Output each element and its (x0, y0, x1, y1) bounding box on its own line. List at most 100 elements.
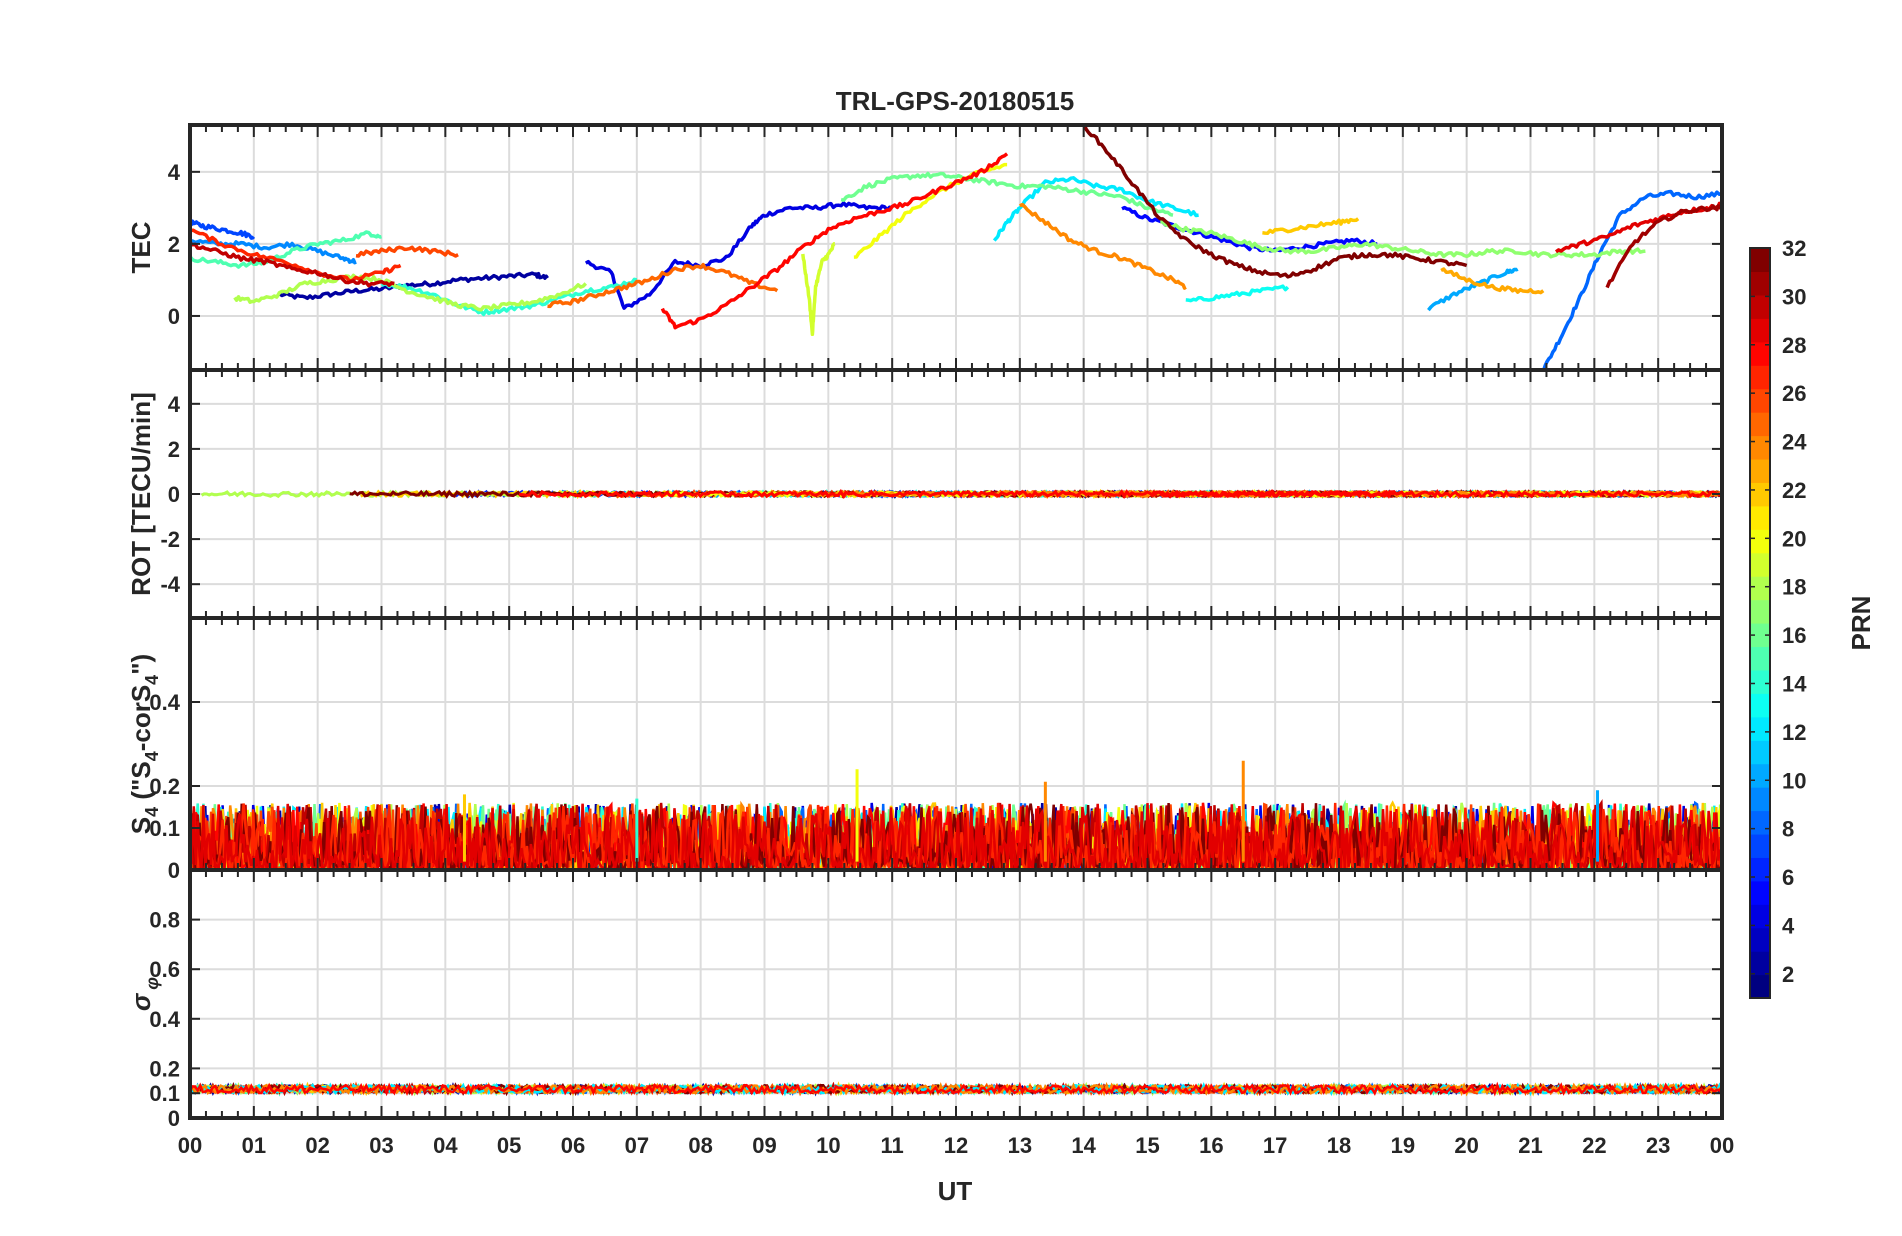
x-tick-label: 00 (178, 1133, 202, 1158)
colorbar-tick-label: 16 (1782, 623, 1806, 648)
colorbar-tick-label: 10 (1782, 768, 1806, 793)
colorbar-title: PRN (1846, 596, 1876, 651)
y-tick-label: 0.1 (149, 816, 180, 841)
sigma-series-prn-28 (190, 1081, 1722, 1097)
colorbar-bin (1750, 529, 1770, 554)
x-tick-label: 01 (242, 1133, 266, 1158)
x-tick-label: 08 (688, 1133, 712, 1158)
colorbar-tick-label: 26 (1782, 381, 1806, 406)
x-tick-label: 20 (1454, 1133, 1478, 1158)
tec-series-prn-22 (1262, 217, 1360, 236)
colorbar-bin (1750, 763, 1770, 788)
panel-s4: 0 0.1 0.2 0.4S4 ("S4-corS4") (126, 616, 1724, 883)
tec-series-prn-15 (190, 230, 382, 269)
tec-series-prn-2 (278, 271, 549, 301)
x-tick-label: 22 (1582, 1133, 1606, 1158)
x-tick-label: 05 (497, 1133, 521, 1158)
y-tick-label: 0.8 (149, 908, 180, 933)
tec-series-prn-31 (1605, 204, 1722, 289)
colorbar-tick-label: 14 (1782, 671, 1807, 696)
panel-sigma-data (190, 1081, 1722, 1097)
x-tick-label: 17 (1263, 1133, 1287, 1158)
x-tick-label: 18 (1327, 1133, 1351, 1158)
colorbar-bin (1750, 951, 1770, 976)
x-axis-title: UT (938, 1176, 973, 1206)
colorbar-bin (1750, 857, 1770, 882)
y-axis-title-sigma: σφ (126, 977, 162, 1011)
colorbar-bin (1750, 412, 1770, 437)
colorbar-bin (1750, 904, 1770, 929)
tec-series-prn-27 (190, 228, 402, 283)
tec-series-prn-10 (1427, 267, 1519, 312)
colorbar-bin (1750, 505, 1770, 530)
colorbar-tick-label: 32 (1782, 236, 1806, 261)
chart-title: TRL-GPS-20180515 (836, 86, 1074, 116)
tec-series-prn-13 (1185, 284, 1290, 303)
y-tick-label: 4 (168, 160, 181, 185)
panel-tec: 0 2 4 TEC (126, 123, 1724, 372)
tec-series-prn-18 (233, 273, 588, 312)
x-tick-label: 10 (816, 1133, 840, 1158)
rot-series-prn-28 (1150, 489, 1722, 499)
panel-sigma-ticks (189, 870, 1723, 1119)
y-tick-label: 0.4 (149, 1007, 180, 1032)
colorbar-frame (1749, 247, 1771, 999)
tec-series-prn-26 (355, 245, 459, 258)
colorbar-bin (1750, 388, 1770, 413)
x-tick-label: 16 (1199, 1133, 1223, 1158)
y-tick-label: 0.2 (149, 774, 180, 799)
colorbar-bin (1750, 927, 1770, 952)
y-tick-label: 0.6 (149, 957, 180, 982)
sigma-series-prn-24 (190, 1081, 1722, 1097)
colorbar-bin (1750, 271, 1770, 296)
tec-series-prn-19 (801, 242, 836, 337)
colorbar-tick-label: 4 (1782, 913, 1795, 938)
colorbar-bin (1750, 646, 1770, 671)
y-tick-label: 0.4 (149, 690, 180, 715)
panel-sigma-grid (190, 870, 1722, 1119)
tec-series-prn-28 (660, 152, 1009, 330)
tec-series-prn-16 (840, 171, 1174, 217)
colorbar-tick-label: 18 (1782, 575, 1806, 600)
y-axis-title-tec: TEC (126, 221, 156, 273)
x-tick-label: 19 (1391, 1133, 1415, 1158)
colorbar-bin (1750, 833, 1770, 858)
tec-series-prn-17 (1160, 220, 1646, 259)
x-tick-label: 15 (1135, 1133, 1159, 1158)
y-axis-title-rot: ROT [TECU/min] (126, 392, 156, 596)
colorbar-bin (1750, 435, 1770, 460)
y-tick-label: 0 (168, 304, 180, 329)
colorbar-bin (1750, 880, 1770, 905)
colorbar-bin (1750, 294, 1770, 319)
y-tick-label: 0 (168, 482, 180, 507)
colorbar-bin (1750, 693, 1770, 718)
y-tick-label: -4 (160, 572, 180, 597)
y-tick-label: 0.2 (149, 1056, 180, 1081)
colorbar-bin (1750, 974, 1770, 999)
tec-series-prn-32 (1082, 125, 1468, 279)
colorbar-tick-label: 2 (1782, 962, 1794, 987)
x-tick-label: 07 (625, 1133, 649, 1158)
panel-sigma: 00.10.2 0.4 0.6 0.8 σφ (126, 868, 1724, 1131)
colorbar-bin (1750, 482, 1770, 507)
colorbar-bin (1750, 248, 1770, 273)
colorbar-bin (1750, 716, 1770, 741)
colorbar-tick-label: 28 (1782, 333, 1806, 358)
colorbar-bin (1750, 810, 1770, 835)
colorbar-tick-label: 12 (1782, 720, 1806, 745)
x-tick-label: 21 (1518, 1133, 1542, 1158)
tec-series-prn-25 (547, 262, 779, 309)
x-tick-label: 13 (1008, 1133, 1032, 1158)
y-tick-label: 2 (168, 437, 180, 462)
tec-series-prn-8 (1541, 189, 1722, 370)
x-tick-label: 04 (433, 1133, 458, 1158)
colorbar-bin (1750, 318, 1770, 343)
x-tick-label: 02 (305, 1133, 329, 1158)
tec-series-prn-30 (190, 241, 395, 288)
x-tick-label: 14 (1071, 1133, 1096, 1158)
colorbar-tick-label: 20 (1782, 526, 1806, 551)
colorbar-bin (1750, 669, 1770, 694)
colorbar-tick-label: 6 (1782, 865, 1794, 890)
